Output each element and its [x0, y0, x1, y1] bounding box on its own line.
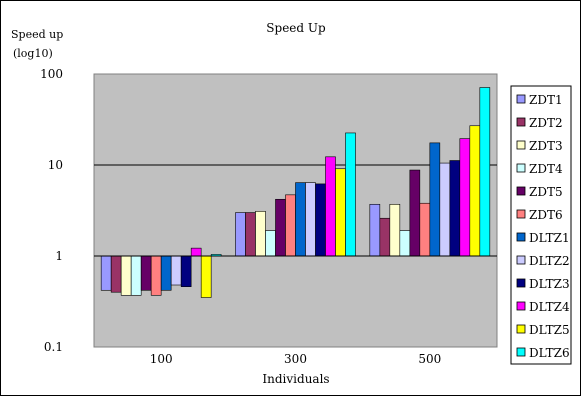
legend-swatch-zdt1	[516, 94, 526, 104]
bar-dltz4-100	[190, 247, 202, 257]
legend-swatch-dltz6	[516, 347, 526, 357]
legend-label-zdt5: ZDT5	[529, 185, 563, 199]
bar-dltz3-300	[315, 183, 326, 257]
bar-dltz2-500	[439, 162, 451, 257]
bar-dltz2-100	[170, 255, 182, 286]
legend-label-dltz3: DLTZ3	[529, 277, 570, 291]
bars	[100, 87, 491, 298]
y-tick-labels: 0.1 1 10 100	[40, 67, 63, 354]
bar-zdt2-100	[110, 255, 122, 293]
bar-dltz4-300	[325, 156, 336, 257]
bar-dltz5-300	[335, 168, 346, 257]
legend-label-dltz6: DLTZ6	[529, 346, 570, 360]
bar-zdt3-500	[389, 203, 401, 257]
bar-zdt3-300	[255, 210, 266, 257]
x-tick-label: 500	[418, 352, 441, 366]
bar-zdt1-500	[369, 203, 381, 257]
bar-dltz1-300	[295, 182, 306, 257]
x-axis-label: Individuals	[262, 372, 329, 386]
legend-box	[510, 85, 572, 365]
bar-dltz6-300	[345, 132, 356, 257]
y-axis-label-line2: (log10)	[13, 47, 53, 60]
legend-label-zdt2: ZDT2	[529, 116, 563, 130]
legend-swatch-zdt5	[516, 186, 526, 196]
bar-dltz1-100	[160, 255, 172, 291]
bar-dltz5-100	[200, 255, 212, 298]
x-tick-labels: 100 300 500	[150, 352, 442, 366]
legend-swatch-dltz4	[516, 301, 526, 311]
bar-zdt6-100	[150, 255, 162, 296]
legend-label-zdt4: ZDT4	[529, 162, 563, 176]
legend-swatch-dltz5	[516, 324, 526, 334]
legend-label-dltz2: DLTZ2	[529, 254, 570, 268]
bar-dltz3-100	[180, 255, 192, 287]
bar-zdt5-100	[140, 255, 152, 291]
bar-zdt4-300	[265, 230, 276, 257]
y-tick-label: 100	[40, 67, 63, 81]
bar-zdt5-500	[409, 169, 421, 257]
bar-zdt6-300	[285, 194, 296, 257]
bar-zdt3-100	[120, 255, 132, 296]
legend-label-zdt6: ZDT6	[529, 208, 563, 222]
bar-zdt4-100	[130, 255, 142, 296]
legend-label-zdt1: ZDT1	[529, 93, 563, 107]
bar-dltz3-500	[449, 160, 461, 257]
legend: ZDT1 ZDT2 ZDT3 ZDT4 ZDT5 ZDT6 DLTZ1 DLTZ2 DLTZ3 D…	[516, 93, 570, 360]
bar-zdt6-500	[419, 202, 431, 257]
y-tick-label: 0.1	[44, 340, 63, 354]
bar-zdt5-300	[275, 198, 286, 257]
legend-label-zdt3: ZDT3	[529, 139, 563, 153]
legend-swatch-zdt3	[516, 140, 526, 150]
legend-swatch-dltz1	[516, 232, 526, 242]
legend-swatch-dltz3	[516, 278, 526, 288]
bar-dltz6-500	[479, 87, 491, 257]
y-tick-label: 1	[55, 249, 63, 263]
x-tick-label: 100	[150, 352, 173, 366]
bar-zdt4-500	[399, 230, 411, 257]
chart-title: Speed Up	[266, 21, 326, 35]
bar-zdt1-100	[100, 255, 112, 291]
legend-label-dltz1: DLTZ1	[529, 231, 570, 245]
legend-swatch-zdt4	[516, 163, 526, 173]
legend-swatch-zdt6	[516, 209, 526, 219]
y-axis-label-line1: Speed up	[11, 28, 63, 41]
legend-swatch-zdt2	[516, 117, 526, 127]
legend-label-dltz5: DLTZ5	[529, 323, 570, 337]
bar-zdt1-300	[235, 212, 246, 257]
x-tick-label: 300	[284, 352, 307, 366]
legend-label-dltz4: DLTZ4	[529, 300, 570, 314]
bar-dltz1-500	[429, 142, 441, 257]
y-tick-label: 10	[48, 158, 63, 172]
bar-dltz2-300	[305, 182, 316, 257]
bar-dltz4-500	[459, 138, 471, 257]
bar-zdt2-500	[379, 217, 391, 257]
legend-swatch-dltz2	[516, 255, 526, 265]
bar-zdt2-300	[245, 212, 256, 257]
bar-dltz5-500	[469, 125, 481, 257]
